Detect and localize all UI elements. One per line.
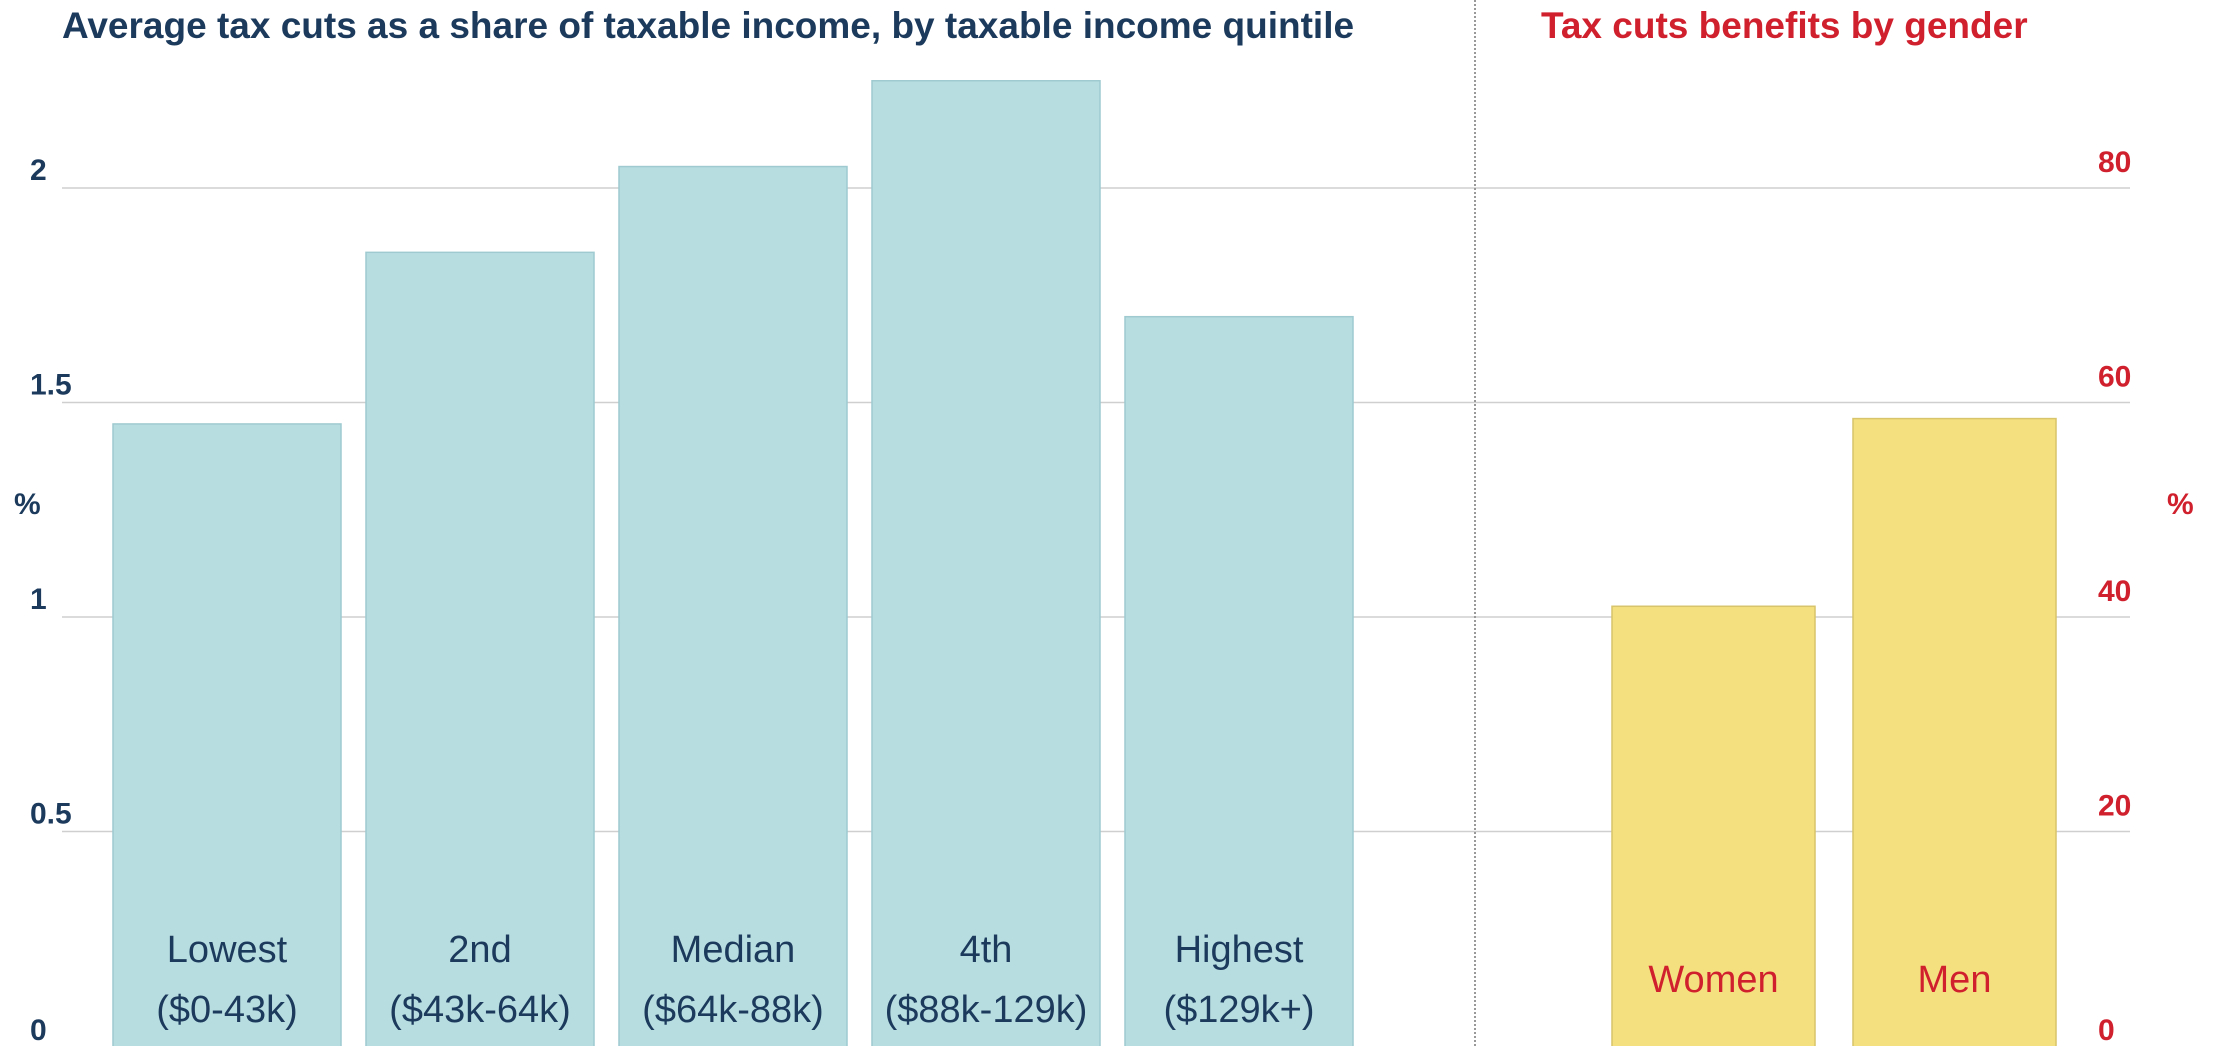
gender-bar [1852,417,2057,1046]
income-bar [365,251,595,1046]
gender-chart-title: Tax cuts benefits by gender [1541,5,2028,46]
gender-y-tick-label: 40 [2098,575,2131,608]
income-category-label: ($43k-64k) [389,989,571,1031]
gender-bar [1611,605,1816,1046]
gender-y-axis-unit: % [2167,488,2194,521]
income-y-tick-label: 1 [30,583,47,616]
income-category-label: 4th [960,929,1013,971]
income-bar [618,165,848,1046]
income-y-tick-label: 0.5 [30,798,72,831]
bars [112,80,2057,1046]
income-category-label: ($0-43k) [156,989,298,1031]
income-bar [871,80,1101,1046]
income-y-tick-label: 0 [30,1014,47,1046]
labels: Average tax cuts as a share of taxable i… [14,5,2194,1046]
income-category-label: Highest [1175,929,1304,971]
income-category-label: Lowest [167,929,288,971]
income-y-tick-label: 1.5 [30,369,72,402]
gender-y-tick-label: 0 [2098,1014,2115,1046]
income-category-label: ($88k-129k) [885,989,1088,1031]
income-chart-title: Average tax cuts as a share of taxable i… [62,5,1354,46]
gender-category-label: Women [1648,959,1778,1001]
income-y-tick-label: 2 [30,154,47,187]
income-category-label: ($64k-88k) [642,989,824,1031]
income-category-label: Median [671,929,796,971]
gender-y-tick-label: 60 [2098,361,2131,394]
income-bar [1124,315,1354,1046]
gender-y-tick-label: 20 [2098,790,2131,823]
income-category-label: ($129k+) [1163,989,1314,1031]
gender-y-tick-label: 80 [2098,146,2131,179]
gender-category-label: Men [1918,959,1992,1001]
income-bar [112,423,342,1046]
income-category-label: 2nd [448,929,511,971]
income-y-axis-unit: % [14,488,41,521]
